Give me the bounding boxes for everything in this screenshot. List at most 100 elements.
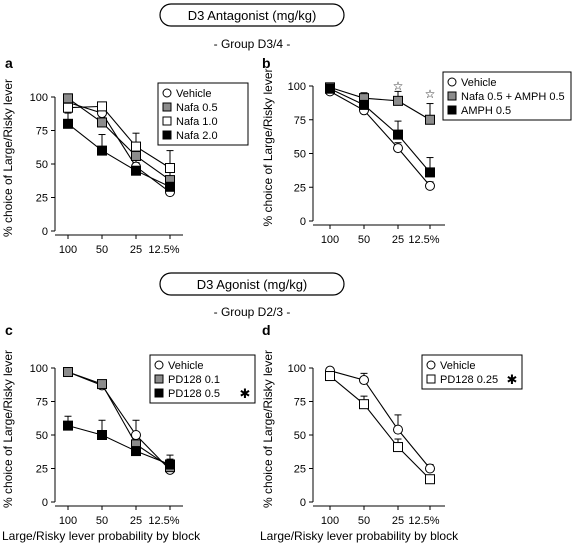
legend-box — [442, 71, 572, 121]
panel-b: b 0 25 50 75 100 100 50 25 12.5% % choice of Large… — [261, 55, 572, 246]
legend-label: Nafa 0.5 — [176, 102, 218, 114]
data-point — [97, 101, 107, 112]
data-point — [131, 430, 141, 440]
y-axis-label: % choice of Large/Risky lever — [1, 350, 15, 508]
legend-significance-mark: ✱ — [240, 386, 251, 401]
y-tick-label: 25 — [294, 182, 306, 194]
significance-star: ☆ — [393, 79, 404, 93]
y-tick-label: 75 — [294, 397, 306, 409]
legend-label: Nafa 0.5 + AMPH 0.5 — [461, 91, 565, 103]
data-point — [393, 424, 403, 435]
legend-box — [149, 354, 256, 404]
y-tick-label: 0 — [42, 497, 48, 509]
x-tick-label: 25 — [392, 515, 404, 527]
series-line — [67, 371, 171, 468]
data-point — [425, 463, 435, 474]
x-tick-label: 100 — [59, 244, 77, 256]
y-tick-label: 50 — [294, 430, 306, 442]
y-tick-label: 75 — [294, 115, 306, 127]
data-point — [393, 143, 403, 154]
legend-label: Vehicle — [176, 88, 211, 100]
data-point — [63, 367, 73, 378]
data-point — [131, 150, 141, 161]
y-tick-label: 0 — [300, 497, 306, 509]
section-title-antagonist: D3 Antagonist (mg/kg) — [188, 8, 317, 23]
series-line — [67, 425, 171, 465]
data-point — [426, 360, 436, 370]
data-point — [63, 102, 73, 113]
legend-label: Vehicle — [461, 77, 496, 89]
series-line — [329, 86, 431, 121]
data-point — [131, 165, 141, 176]
y-tick-label: 25 — [294, 464, 306, 476]
panel-d: d 0 25 50 75 100 100 50 25 12.5% % choice of Large… — [260, 322, 523, 543]
data-point — [393, 95, 403, 106]
panel-a: a 0 25 50 75 100 100 50 25 12.5% % choice of Large… — [1, 55, 249, 256]
data-point — [359, 399, 369, 410]
series-line — [67, 105, 171, 169]
data-point — [325, 83, 335, 94]
legend-label: Vehicle — [168, 360, 203, 372]
data-point — [97, 117, 107, 128]
y-tick-label: 100 — [288, 363, 306, 375]
y-tick-label: 50 — [36, 430, 48, 442]
y-tick-label: 50 — [294, 149, 306, 161]
data-point — [165, 459, 175, 470]
data-point — [97, 145, 107, 156]
data-point — [97, 430, 107, 440]
legend-box — [157, 82, 249, 146]
series-line — [329, 370, 431, 469]
panel-letter: a — [5, 55, 13, 71]
data-point — [447, 105, 457, 115]
x-tick-label: 100 — [59, 515, 77, 527]
y-tick-label: 100 — [288, 81, 306, 93]
data-point — [426, 374, 436, 384]
data-point — [162, 88, 172, 98]
section-subtitle-antagonist: - Group D3/4 - — [214, 37, 291, 51]
legend-label: PD128 0.1 — [168, 374, 220, 386]
data-point — [154, 388, 164, 398]
legend-label: Nafa 2.0 — [176, 130, 218, 142]
x-tick-label: 50 — [358, 515, 370, 527]
y-axis-label: % choice of Large/Risky lever — [261, 350, 275, 508]
data-point — [359, 375, 369, 386]
data-point — [154, 374, 164, 384]
x-tick-label: 50 — [358, 234, 370, 246]
y-tick-label: 50 — [36, 159, 48, 171]
x-tick-label: 50 — [96, 515, 108, 527]
x-tick-label: 12.5% — [408, 515, 439, 527]
data-point — [154, 360, 164, 370]
y-tick-label: 75 — [36, 397, 48, 409]
panel-letter: b — [262, 55, 271, 71]
data-point — [447, 77, 457, 87]
series-line — [329, 375, 431, 480]
series-line — [67, 123, 171, 188]
y-tick-label: 25 — [36, 464, 48, 476]
data-point — [63, 420, 73, 431]
data-point — [325, 371, 335, 382]
data-point — [425, 167, 435, 178]
y-tick-label: 75 — [36, 126, 48, 138]
x-tick-label: 25 — [130, 244, 142, 256]
x-tick-label: 25 — [392, 234, 404, 246]
x-tick-label: 100 — [321, 234, 339, 246]
x-axis-label: Large/Risky lever probability by block — [2, 529, 201, 543]
legend-label: Vehicle — [440, 360, 475, 372]
legend-significance-mark: ✱ — [507, 372, 518, 387]
data-point — [425, 474, 435, 485]
data-point — [97, 379, 107, 390]
series-line — [67, 371, 171, 471]
x-tick-label: 12.5% — [148, 244, 179, 256]
legend-box — [421, 354, 523, 390]
legend-label: PD128 0.5 — [168, 388, 220, 400]
data-point — [63, 118, 73, 129]
section-title-box-antagonist — [159, 3, 345, 27]
data-point — [165, 163, 175, 174]
x-tick-label: 25 — [130, 515, 142, 527]
y-tick-label: 25 — [36, 193, 48, 205]
y-tick-label: 100 — [30, 92, 48, 104]
data-point — [165, 181, 175, 192]
panel-letter: d — [262, 322, 271, 338]
series-line — [329, 88, 431, 173]
